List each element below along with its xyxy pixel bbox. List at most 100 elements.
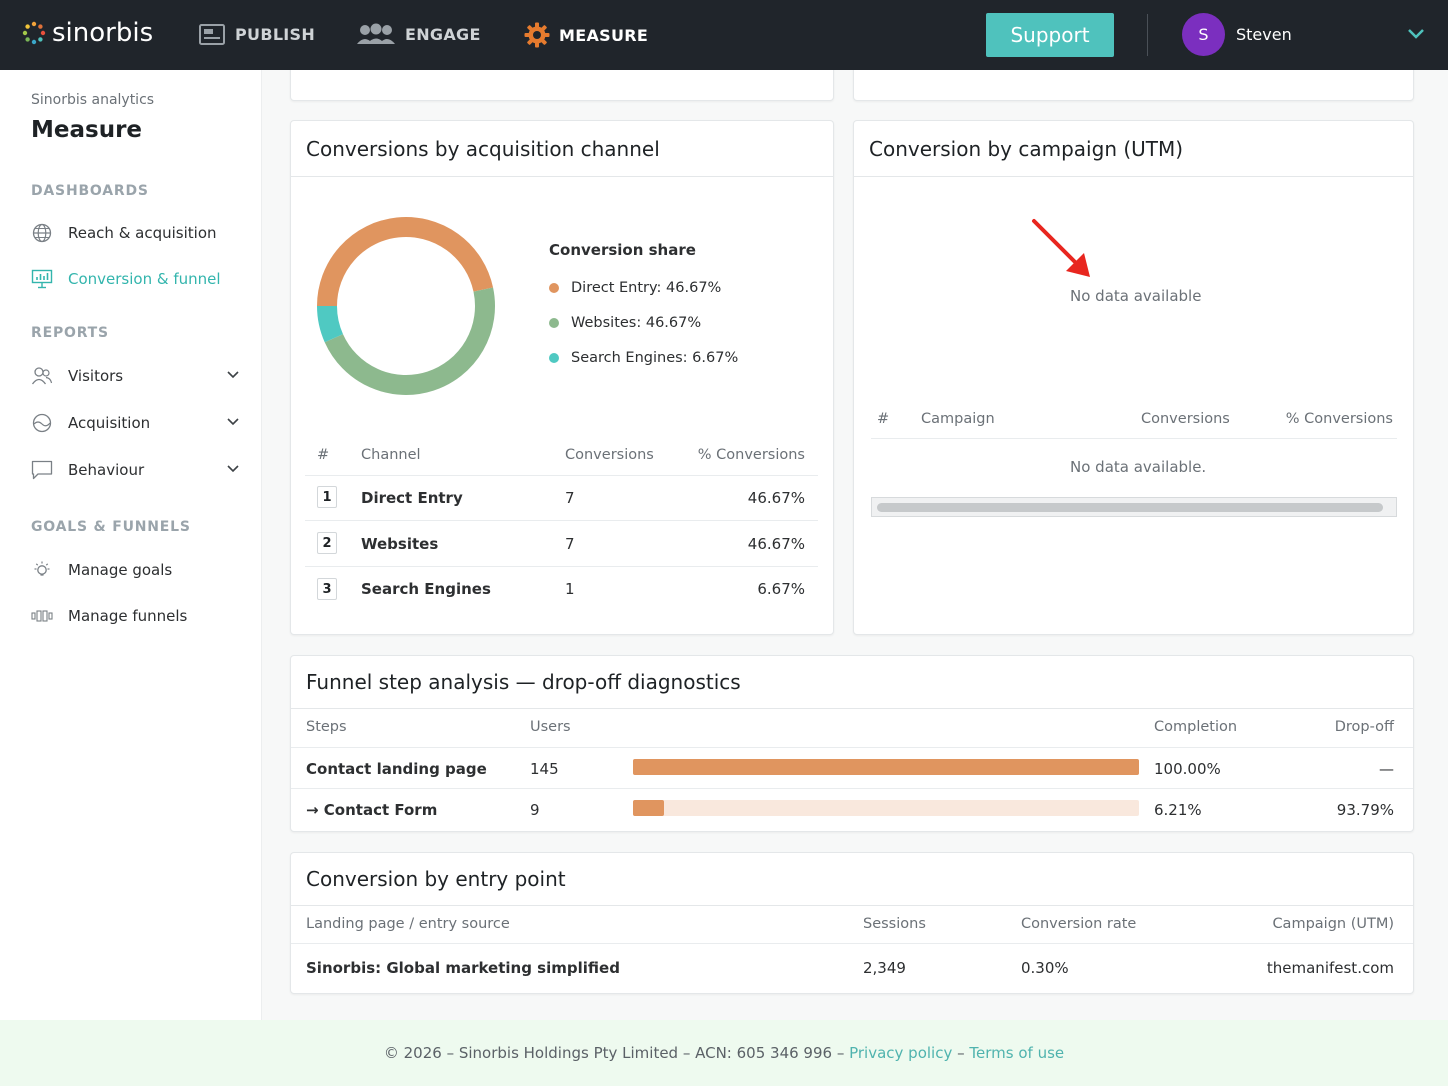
completion-bar-fill <box>633 759 1139 775</box>
sidebar-item-conversion[interactable]: Conversion & funnel <box>31 264 246 294</box>
card-title: Conversion by campaign (UTM) <box>869 137 1184 161</box>
sidebar-item-acquisition[interactable]: Acquisition <box>31 408 246 438</box>
sidebar: Sinorbis analytics Measure DASHBOARDS Re… <box>0 70 262 1020</box>
column-header-conversions: Conversions <box>565 447 654 463</box>
presentation-chart-icon <box>31 268 53 290</box>
brand-name: sinorbis <box>52 18 154 48</box>
legend-label: Search Engines: 6.67% <box>571 350 739 366</box>
sidebar-item-visitors[interactable]: Visitors <box>31 361 246 391</box>
sidebar-item-label: Visitors <box>68 367 124 385</box>
avatar[interactable]: S <box>1182 13 1225 56</box>
entry-campaign: themanifest.com <box>1266 959 1394 977</box>
legend-item-websites: Websites: 46.67% <box>549 315 701 331</box>
legend-label: Direct Entry: 46.67% <box>571 280 722 296</box>
donut-slice-websites[interactable] <box>324 287 495 395</box>
funnel-step-dropoff: 93.79% <box>1336 801 1394 819</box>
scrollbar-thumb[interactable] <box>877 503 1383 512</box>
channel-conversions: 7 <box>565 489 575 507</box>
column-header-rank: # <box>317 447 330 463</box>
row-divider <box>305 475 818 476</box>
acquisition-icon <box>31 412 53 434</box>
nav-publish[interactable]: PUBLISH <box>198 22 315 46</box>
channel-name: Websites <box>361 535 439 553</box>
terms-of-use-link[interactable]: Terms of use <box>969 1044 1065 1062</box>
sidebar-item-label: Manage goals <box>68 561 173 579</box>
funnel-step-dropoff: — <box>1379 760 1394 778</box>
section-dashboards: DASHBOARDS <box>31 183 149 199</box>
support-button[interactable]: Support <box>986 13 1114 57</box>
row-divider <box>291 788 1413 789</box>
row-divider <box>291 747 1413 748</box>
sidebar-item-manage-goals[interactable]: Manage goals <box>31 555 246 585</box>
conversion-by-campaign-card: Conversion by campaign (UTM) No data ava… <box>853 120 1414 635</box>
conversion-by-entry-point-card: Conversion by entry point Landing page /… <box>290 852 1414 994</box>
funnel-step-users: 9 <box>530 801 540 819</box>
completion-bar-fill <box>633 800 665 816</box>
column-header-campaign: Campaign (UTM) <box>1272 916 1394 932</box>
card-title: Conversions by acquisition channel <box>306 137 660 161</box>
sidebar-item-label: Behaviour <box>68 461 145 479</box>
no-data-message: No data available <box>1070 287 1202 305</box>
user-name[interactable]: Steven <box>1236 25 1292 44</box>
column-header-users: Users <box>530 719 571 735</box>
card-divider <box>854 176 1413 177</box>
column-header-sessions: Sessions <box>863 916 926 932</box>
chat-bubble-icon <box>31 459 53 481</box>
card-divider <box>291 708 1413 709</box>
legend-dot <box>549 353 559 363</box>
row-divider <box>305 566 818 567</box>
page-title: Measure <box>31 117 143 143</box>
legend-item-search-engines: Search Engines: 6.67% <box>549 350 738 366</box>
lightbulb-icon <box>31 559 53 581</box>
horizontal-scrollbar[interactable] <box>871 497 1397 517</box>
column-header-campaign: Campaign <box>921 411 995 427</box>
completion-bar-track <box>633 759 1139 775</box>
chevron-down-icon[interactable] <box>226 370 240 380</box>
column-header-landing-page: Landing page / entry source <box>306 916 510 932</box>
column-header-conversions: Conversions <box>1141 411 1230 427</box>
nav-engage[interactable]: ENGAGE <box>356 22 481 46</box>
column-header-steps: Steps <box>306 719 347 735</box>
sidebar-caption: Sinorbis analytics <box>31 92 155 108</box>
section-goals-funnels: GOALS & FUNNELS <box>31 519 191 535</box>
legend-dot <box>549 318 559 328</box>
row-divider <box>871 438 1397 439</box>
footer-separator: – <box>957 1044 965 1062</box>
globe-icon <box>31 222 53 244</box>
funnel-step-name: → Contact Form <box>306 801 438 819</box>
nav-engage-label: ENGAGE <box>405 24 481 44</box>
footer-copyright: © 2026 – Sinorbis Holdings Pty Limited –… <box>383 1044 845 1062</box>
sidebar-item-reach[interactable]: Reach & acquisition <box>31 218 246 248</box>
card-title: Conversion by entry point <box>306 867 566 891</box>
entry-conversion-rate: 0.30% <box>1021 959 1069 977</box>
channel-conversions: 7 <box>565 535 575 553</box>
red-arrow-annotation-icon <box>1032 219 1090 277</box>
publish-icon <box>199 24 225 45</box>
nav-measure[interactable]: MEASURE <box>524 22 648 48</box>
conversions-by-channel-card: Conversions by acquisition channel Conve… <box>290 120 834 635</box>
engage-icon <box>357 23 395 44</box>
entry-page-name: Sinorbis: Global marketing simplified <box>306 959 620 977</box>
conversion-share-donut-chart <box>317 217 495 395</box>
funnel-step-completion: 100.00% <box>1154 760 1221 778</box>
donut-slice-direct-entry[interactable] <box>317 217 494 307</box>
donut-slice-search-engines[interactable] <box>317 305 344 343</box>
column-header-rank: # <box>877 411 890 427</box>
rank-badge: 2 <box>317 532 337 554</box>
rank-badge: 3 <box>317 578 337 600</box>
card-divider <box>291 176 833 177</box>
rank-badge: 1 <box>317 486 337 508</box>
sidebar-item-behaviour[interactable]: Behaviour <box>31 455 246 485</box>
sinorbis-logo[interactable]: sinorbis <box>22 18 153 48</box>
funnel-icon <box>31 605 53 627</box>
channel-pct: 46.67% <box>747 535 805 553</box>
sinorbis-logo-icon <box>22 21 46 45</box>
legend-item-direct-entry: Direct Entry: 46.67% <box>549 280 721 296</box>
sidebar-item-manage-funnels[interactable]: Manage funnels <box>31 601 246 631</box>
chevron-down-icon[interactable] <box>226 464 240 474</box>
chevron-down-icon[interactable] <box>226 417 240 427</box>
legend-title: Conversion share <box>549 241 696 259</box>
column-header-completion: Completion <box>1154 719 1238 735</box>
privacy-policy-link[interactable]: Privacy policy <box>849 1044 953 1062</box>
chevron-down-icon[interactable] <box>1406 26 1426 42</box>
